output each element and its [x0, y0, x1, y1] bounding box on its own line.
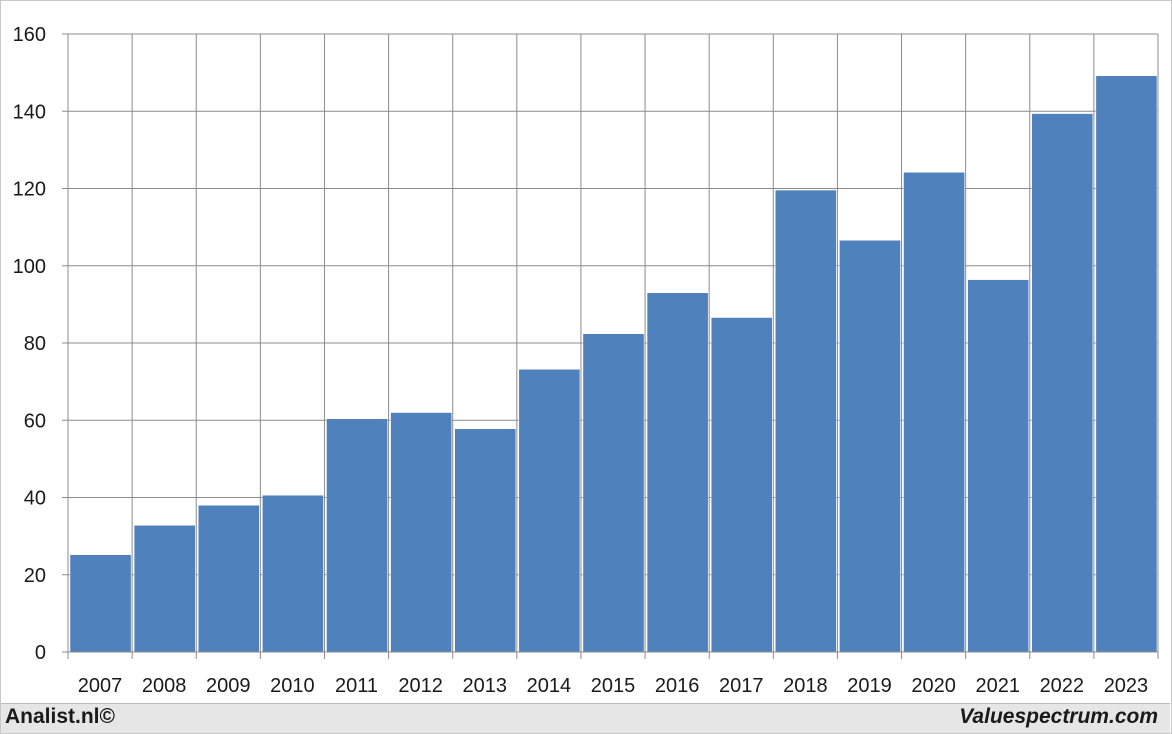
- x-tick-label: 2018: [783, 675, 828, 697]
- bar-2020: [903, 172, 965, 653]
- x-tick-label: 2021: [975, 675, 1020, 697]
- source-credit: Analist.nl©: [5, 705, 115, 728]
- bar-2015: [582, 333, 645, 653]
- y-tick-label: 80: [24, 333, 46, 355]
- x-tick-label: 2020: [911, 675, 956, 697]
- x-tick-label: 2015: [591, 675, 636, 697]
- axes: [62, 33, 1159, 659]
- y-tick-label: 0: [35, 642, 46, 664]
- bar-2016: [646, 292, 709, 653]
- x-tick-label: 2013: [463, 675, 508, 697]
- bar-2023: [1095, 75, 1158, 653]
- x-tick-label: 2022: [1040, 675, 1085, 697]
- x-tick-label: 2016: [655, 675, 700, 697]
- x-tick-label: 2010: [270, 675, 315, 697]
- bar-2014: [518, 369, 581, 653]
- x-tick-label: 2023: [1104, 675, 1149, 697]
- tick-labels: 0 20 40 60 80 100 120 140 160 2007 2008 2009 2010 201…: [13, 24, 1149, 697]
- y-tick-label: 140: [13, 101, 46, 123]
- bar-2011: [326, 418, 388, 653]
- bar-2007: [69, 554, 132, 653]
- bars: [69, 75, 1158, 653]
- bar-2018: [775, 189, 837, 653]
- y-tick-label: 160: [13, 24, 46, 46]
- bar-2013: [454, 428, 517, 653]
- y-tick-label: 60: [24, 410, 46, 432]
- bar-2022: [1031, 113, 1094, 653]
- x-tick-label: 2019: [847, 675, 892, 697]
- x-tick-label: 2009: [206, 675, 251, 697]
- bar-2008: [133, 525, 196, 653]
- y-tick-label: 40: [24, 488, 46, 510]
- x-tick-label: 2017: [719, 675, 764, 697]
- y-tick-label: 100: [13, 256, 46, 278]
- bar-2010: [262, 494, 324, 653]
- y-tick-label: 20: [24, 565, 46, 587]
- site-credit: Valuespectrum.com: [959, 705, 1158, 728]
- bar-2021: [967, 279, 1030, 653]
- y-tick-label: 120: [13, 179, 46, 201]
- x-tick-label: 2007: [78, 675, 123, 697]
- x-tick-label: 2012: [398, 675, 443, 697]
- x-tick-label: 2014: [527, 675, 572, 697]
- footer-band: [1, 703, 1170, 733]
- bar-2012: [390, 412, 452, 653]
- bar-2017: [710, 317, 773, 653]
- x-tick-label: 2008: [142, 675, 187, 697]
- bar-2019: [839, 240, 901, 653]
- x-tick-label: 2011: [335, 675, 378, 697]
- bar-2009: [197, 504, 260, 653]
